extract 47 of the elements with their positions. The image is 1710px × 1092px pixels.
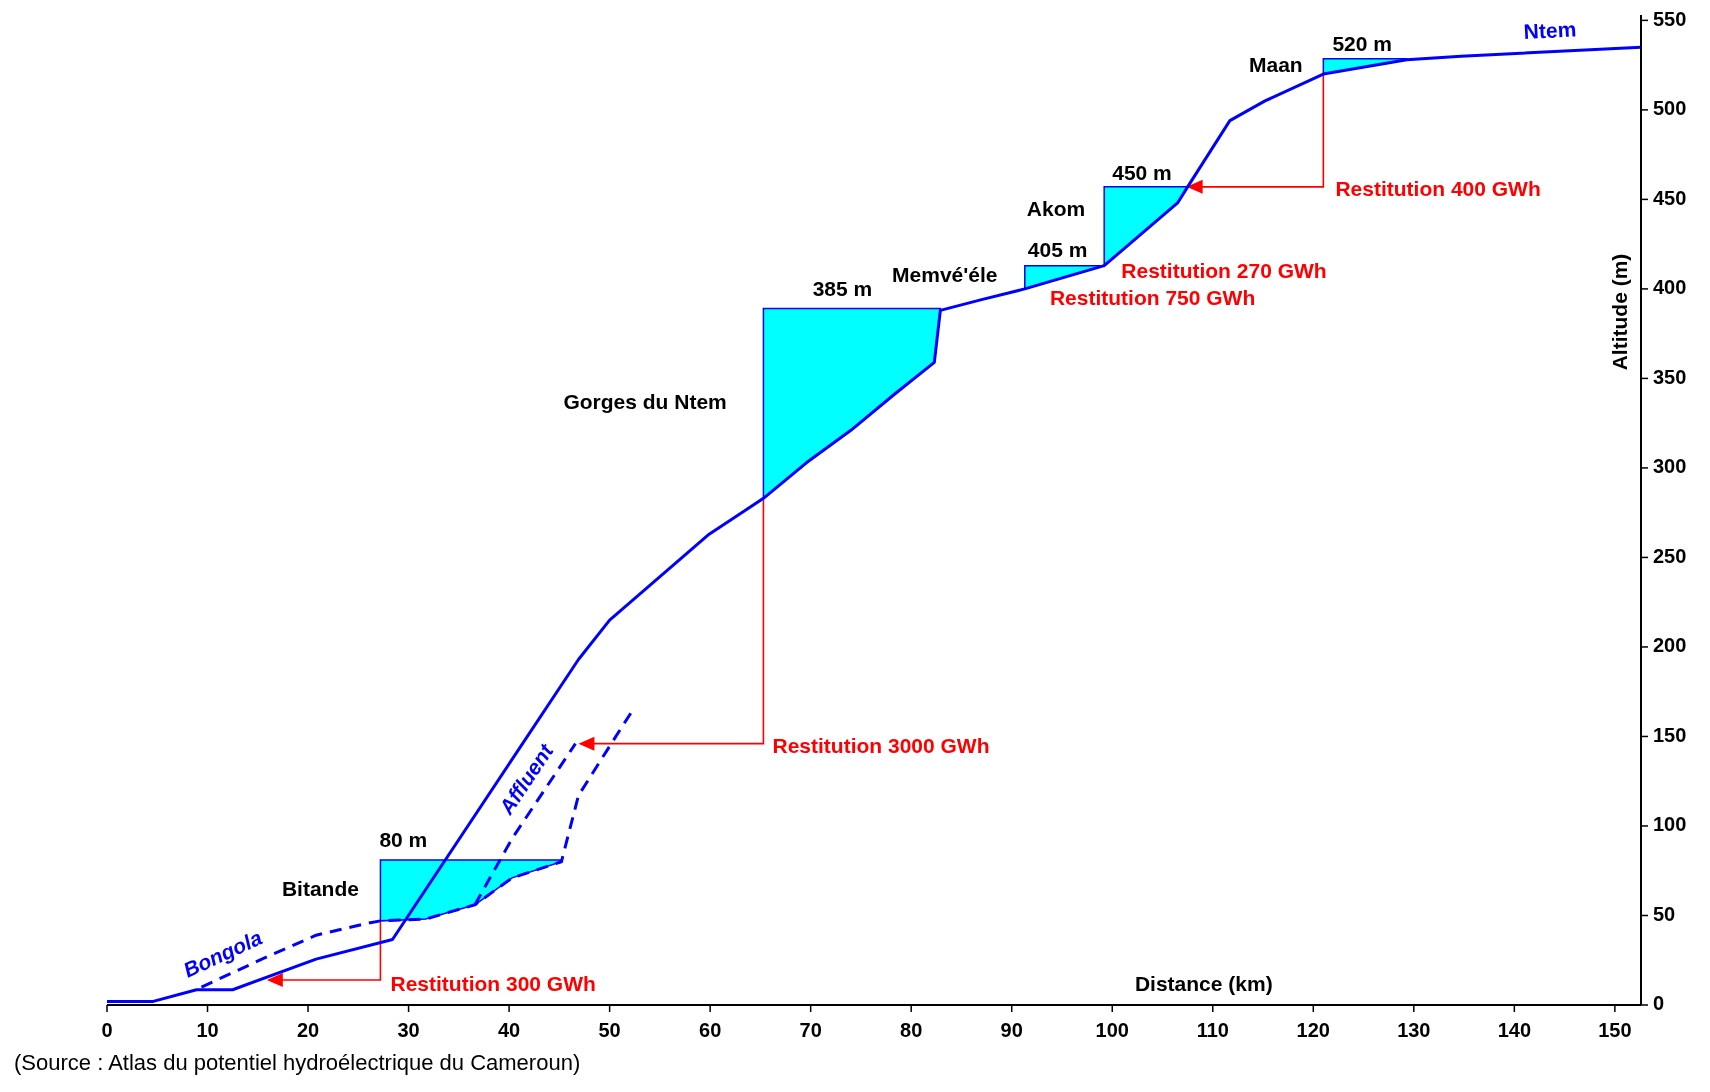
text: (Source : Atlas du potentiel hydroélectrique du Cameroun): [14, 1050, 581, 1075]
annotation: 450 m: [1112, 160, 1172, 184]
y-tick-label: 550: [1653, 7, 1687, 30]
x-tick-label: 80: [900, 1019, 923, 1041]
x-tick-label: 150: [1598, 1019, 1632, 1041]
x-tick-label: 140: [1497, 1019, 1532, 1041]
series-label: Ntem: [1523, 17, 1577, 44]
y-tick-label: 300: [1653, 455, 1687, 478]
x-tick-label: 30: [397, 1019, 420, 1041]
x-tick-label: 120: [1296, 1019, 1330, 1041]
annotation: Akom: [1026, 196, 1086, 220]
y-tick-label: 50: [1653, 902, 1676, 925]
x-tick-label: 130: [1397, 1019, 1431, 1041]
y-tick-label: 100: [1653, 813, 1687, 836]
y-tick-label: 150: [1653, 723, 1687, 746]
annotation: Memvé'éle: [892, 262, 998, 286]
x-tick-label: 40: [497, 1019, 521, 1041]
annotation: 520 m: [1332, 31, 1392, 55]
x-tick-label: 20: [296, 1019, 320, 1041]
y-tick-label: 250: [1653, 544, 1687, 567]
x-tick-label: 10: [196, 1019, 219, 1041]
annotation: Restitution 3000 GWh: [772, 733, 990, 757]
x-tick-label: 70: [799, 1019, 822, 1041]
x-tick-label: 50: [598, 1019, 621, 1041]
annotation: Restitution 400 GWh: [1335, 176, 1541, 200]
y-tick-label: 500: [1653, 97, 1687, 120]
annotation: Bitande: [281, 876, 359, 900]
y-tick-label: 400: [1653, 276, 1687, 299]
annotation: 405 m: [1027, 237, 1088, 261]
annotation: 385 m: [812, 277, 873, 301]
y-tick-label: 350: [1653, 365, 1687, 388]
annotation: Maan: [1248, 53, 1303, 77]
y-tick-label: 200: [1653, 634, 1687, 657]
x-tick-label: 0: [101, 1019, 113, 1041]
annotation: Gorges du Ntem: [563, 389, 727, 413]
annotation: Restitution 300 GWh: [390, 971, 596, 995]
x-axis-title: Distance (km): [1134, 972, 1273, 995]
x-tick-label: 90: [1000, 1019, 1023, 1041]
y-tick-label: 450: [1653, 186, 1687, 209]
y-tick-label: 0: [1653, 992, 1665, 1015]
annotation: Restitution 750 GWh: [1049, 286, 1256, 310]
annotation: 80 m: [379, 828, 428, 852]
x-tick-label: 60: [699, 1019, 722, 1041]
annotation: Restitution 270 GWh: [1121, 259, 1327, 283]
y-axis-title: Altitude (m): [1608, 253, 1631, 371]
x-tick-label: 100: [1095, 1019, 1129, 1041]
x-tick-label: 110: [1196, 1019, 1229, 1041]
